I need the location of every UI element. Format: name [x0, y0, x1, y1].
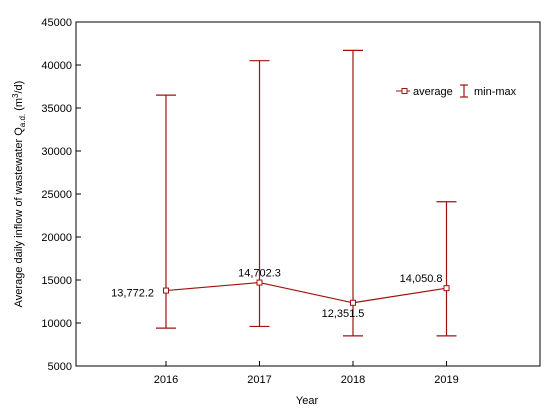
data-label: 14,050.8: [400, 273, 443, 285]
y-tick-label: 40000: [41, 60, 72, 72]
data-point: [350, 299, 356, 306]
y-axis-title-unit-sup: 3: [11, 93, 20, 98]
legend-errorbar-label: min-max: [474, 86, 517, 98]
x-tick-label: 2016: [154, 374, 178, 386]
y-tick-label: 10000: [41, 318, 72, 330]
legend-average-label: average: [413, 86, 453, 98]
data-label: 12,351.5: [322, 308, 365, 320]
y-axis: 5000 10000 15000 20000 25000 30000 35000 40000 4…: [41, 17, 81, 373]
legend: average min-max: [396, 84, 517, 98]
x-axis-title: Year: [296, 395, 319, 407]
y-axis-title-unit-pre: (m: [13, 98, 25, 114]
legend-average-marker: [401, 88, 408, 94]
y-axis-title-unit-post: /d): [13, 81, 25, 94]
data-label: 14,702.3: [238, 268, 281, 280]
x-tick-label: 2018: [341, 374, 365, 386]
y-tick-label: 45000: [41, 17, 72, 29]
x-tick-label: 2017: [247, 374, 271, 386]
y-tick-label: 30000: [41, 146, 72, 158]
y-tick-label: 20000: [41, 232, 72, 244]
data-point: [443, 285, 450, 292]
y-tick-label: 15000: [41, 275, 72, 287]
y-tick-label: 35000: [41, 103, 72, 115]
y-axis-title-sub: a.d.: [18, 114, 27, 127]
data-label: 13,772.2: [111, 288, 154, 300]
y-axis-title-main: Average daily inflow of wastewater Q: [13, 127, 25, 308]
y-axis-title: Average daily inflow of wastewater Qa.d.…: [11, 81, 27, 308]
series-line: [165, 281, 447, 304]
plot-frame: [75, 21, 541, 367]
x-axis: 2016 2017 2018 2019: [154, 361, 459, 386]
series-average: 13,772.2 14,702.3 12,351.5 14,050.8: [111, 49, 457, 337]
y-tick-label: 25000: [41, 189, 72, 201]
x-tick-label: 2019: [434, 374, 458, 386]
y-tick-label: 5000: [48, 361, 72, 373]
data-point: [163, 287, 169, 294]
data-point: [256, 279, 263, 286]
